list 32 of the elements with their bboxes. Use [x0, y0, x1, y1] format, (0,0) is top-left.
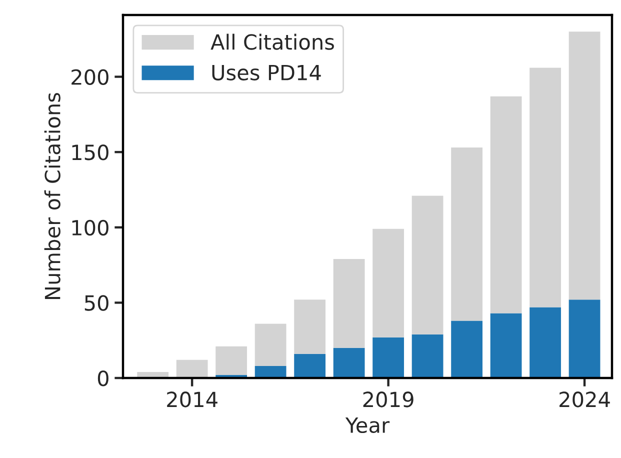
- x-axis-title: Year: [345, 418, 390, 434]
- y-tick-label: 150: [72, 144, 108, 160]
- bar: [530, 68, 561, 308]
- bar: [412, 334, 444, 378]
- y-tick-label: 0: [98, 370, 108, 386]
- bar: [490, 313, 522, 378]
- bar: [254, 366, 286, 378]
- bar: [333, 259, 365, 348]
- bar: [372, 337, 404, 378]
- legend-label: Uses PD14: [212, 64, 321, 80]
- bar: [530, 307, 561, 378]
- bar: [372, 228, 404, 338]
- x-tick-label: 2019: [363, 392, 414, 408]
- bar: [294, 300, 326, 354]
- bar: [294, 354, 326, 378]
- bar: [216, 346, 248, 375]
- bar: [451, 148, 482, 321]
- bar: [176, 360, 208, 378]
- y-tick-label: 100: [72, 220, 108, 236]
- bar: [412, 196, 444, 334]
- x-tick-label: 2024: [560, 392, 610, 408]
- x-tick-label: 2014: [167, 392, 218, 408]
- legend-label: All Citations: [210, 34, 334, 50]
- y-axis-title: Number of Citations: [44, 92, 60, 299]
- y-tick-label: 200: [72, 69, 108, 85]
- bar: [333, 348, 365, 378]
- y-tick-label: 50: [84, 295, 108, 311]
- bar: [451, 320, 482, 378]
- bar: [254, 324, 286, 366]
- bar: [568, 300, 600, 378]
- bar: [568, 32, 600, 300]
- bar: [490, 96, 522, 314]
